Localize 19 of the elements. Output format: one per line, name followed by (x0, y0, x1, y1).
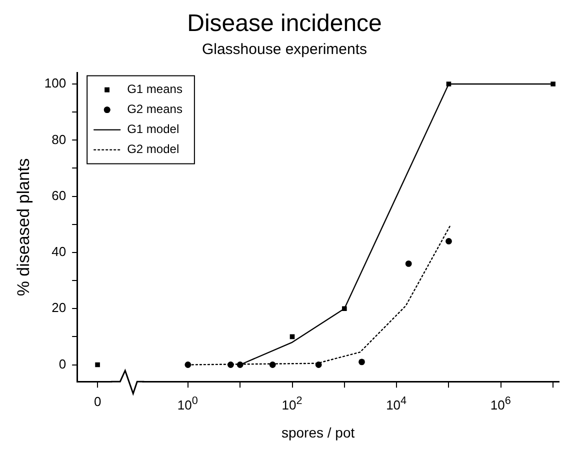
legend-label: G2 means (127, 102, 182, 116)
chart-title: Disease incidence (187, 10, 382, 38)
x-tick-label: 0 (94, 394, 102, 409)
x-tick-label: 10$^{4}$ (386, 394, 407, 412)
chart-subtitle: Glasshouse experiments (202, 40, 368, 58)
y-tick-label: 0 (58, 356, 66, 372)
legend-label: G2 model (127, 142, 180, 156)
y-axis-title: % diseased plants (14, 158, 33, 296)
y-tick-label: 40 (52, 244, 66, 260)
legend-label: G1 model (127, 122, 180, 136)
y-tick-label: 60 (52, 188, 66, 203)
x-tick-label: 10$^{6}$ (490, 394, 511, 412)
y-tick-label: 20 (52, 300, 66, 316)
x-axis-title: spores / pot (281, 424, 355, 440)
legend-label: G1 means (127, 82, 182, 96)
x-tick-label: 10$^{0}$ (177, 394, 198, 412)
x-tick-label: 10$^{2}$ (282, 394, 302, 412)
y-tick-label: 80 (52, 132, 66, 147)
y-tick-label: 100 (44, 76, 66, 91)
